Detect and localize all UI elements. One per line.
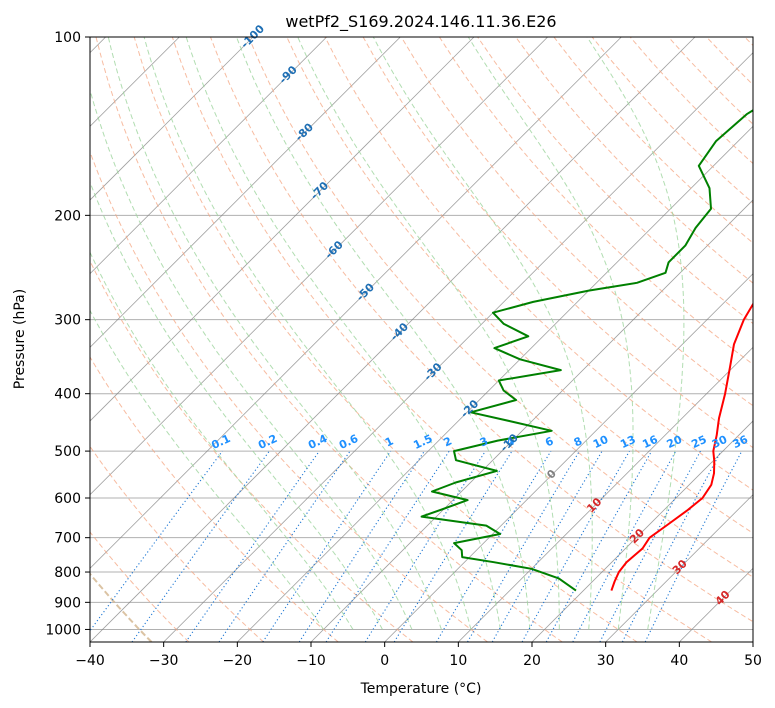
y-axis-label: Pressure (hPa)	[12, 289, 28, 389]
x-tick-label: 30	[597, 653, 615, 669]
dry-adiabat-line	[90, 356, 339, 642]
moist-adiabat-line	[90, 251, 354, 630]
isotherm-line	[90, 37, 327, 275]
moist-adiabat-line	[586, 37, 685, 630]
dry-adiabat-line	[400, 37, 753, 407]
x-axis-label: Temperature (°C)	[360, 681, 482, 697]
mixing-ratio-line	[621, 450, 722, 642]
x-tick-label: 0	[380, 653, 389, 669]
y-tick-label: 600	[54, 491, 81, 507]
isotherm-line	[90, 37, 696, 642]
moist-adiabat-line	[297, 37, 560, 630]
mixing-ratio-line	[491, 450, 603, 642]
isotherm-line	[605, 494, 753, 642]
moist-adiabat-line	[372, 37, 593, 630]
dry-adiabat-line	[248, 37, 753, 578]
x-tick-label: 20	[523, 653, 541, 669]
mixing-ratio-label: 30	[710, 433, 730, 451]
moist-adiabat-line	[90, 88, 413, 630]
data-lines	[420, 109, 753, 592]
x-tick-label: −30	[149, 653, 179, 669]
y-tick-label: 100	[54, 30, 81, 46]
isotherm-line	[90, 37, 401, 348]
dry-adiabat-line	[515, 37, 753, 284]
mixing-ratio-line	[364, 450, 486, 642]
dry-adiabat-line	[90, 531, 190, 642]
isotherm-line	[163, 52, 753, 642]
dry-adiabat-line	[210, 37, 753, 623]
mixing-ratio-label: 16	[640, 433, 660, 451]
y-tick-label: 300	[54, 313, 81, 329]
plot-frame	[89, 36, 754, 643]
background-lines	[90, 37, 753, 642]
y-tick-label: 700	[54, 531, 81, 547]
isotherm-line	[458, 346, 753, 642]
mixing-ratio-line	[572, 450, 677, 642]
moist-adiabat-line	[467, 37, 634, 630]
isotherm-line	[90, 37, 622, 569]
y-tick-label: 500	[54, 444, 81, 460]
x-tick-label: −10	[296, 653, 326, 669]
y-tick-label: 1000	[45, 622, 81, 638]
isotherm-line	[90, 37, 475, 422]
dry-adiabat-line	[171, 37, 712, 642]
moist-adiabat-line	[143, 37, 472, 630]
y-tick-label: 800	[54, 565, 81, 581]
dewpoint-line	[420, 109, 753, 592]
moist-adiabat-line	[236, 37, 531, 630]
mixing-ratio-line	[545, 450, 653, 642]
x-tick-label: 50	[744, 653, 762, 669]
isotherm-line	[531, 420, 753, 642]
temperature-line	[610, 302, 753, 591]
dry-adiabat-line	[95, 37, 563, 642]
mixing-ratio-line	[298, 450, 425, 642]
y-tick-label: 900	[54, 595, 81, 611]
isotherm-line	[90, 37, 548, 496]
dry-adiabat-line	[90, 150, 488, 642]
mixing-ratio-label: 13	[618, 433, 637, 451]
mixing-ratio-line	[325, 450, 450, 642]
dry-adiabat-line	[133, 37, 638, 642]
moist-adiabat-line	[90, 180, 383, 630]
mixing-ratio-label: 10	[591, 433, 611, 451]
x-tick-label: −20	[223, 653, 253, 669]
moist-adiabat-line	[107, 37, 442, 630]
isotherm-line	[237, 125, 753, 642]
dry-adiabat-line	[90, 445, 264, 642]
mixing-ratio-line	[644, 450, 743, 642]
chart-title: wetPf2_S169.2024.146.11.36.E26	[285, 12, 556, 32]
x-tick-label: 10	[449, 653, 467, 669]
mixing-ratio-label: 36	[731, 433, 751, 451]
mixing-ratio-line	[467, 450, 580, 642]
dry-adiabat-line	[438, 37, 753, 366]
isotherm-line	[90, 37, 254, 201]
mixing-ratio-line	[599, 450, 701, 642]
y-tick-label: 200	[54, 208, 81, 224]
mixing-ratio-line	[521, 450, 630, 642]
mixing-ratio-line	[131, 450, 270, 642]
x-tick-label: 40	[670, 653, 688, 669]
moist-adiabat-line	[185, 37, 501, 630]
isotherm-line	[384, 273, 753, 642]
mixing-ratio-label: 25	[689, 433, 708, 451]
mixing-ratio-line	[90, 450, 223, 632]
x-tick-label: −40	[75, 653, 105, 669]
moist-adiabat-line	[90, 309, 324, 630]
mixing-ratio-label: 20	[665, 433, 685, 451]
y-tick-label: 400	[54, 387, 81, 403]
axes: −40 −30 −20 −10 0 10 20 30 40 50 100 200 300 400 500 60…	[45, 30, 762, 669]
dry-adiabat-line	[324, 37, 753, 491]
